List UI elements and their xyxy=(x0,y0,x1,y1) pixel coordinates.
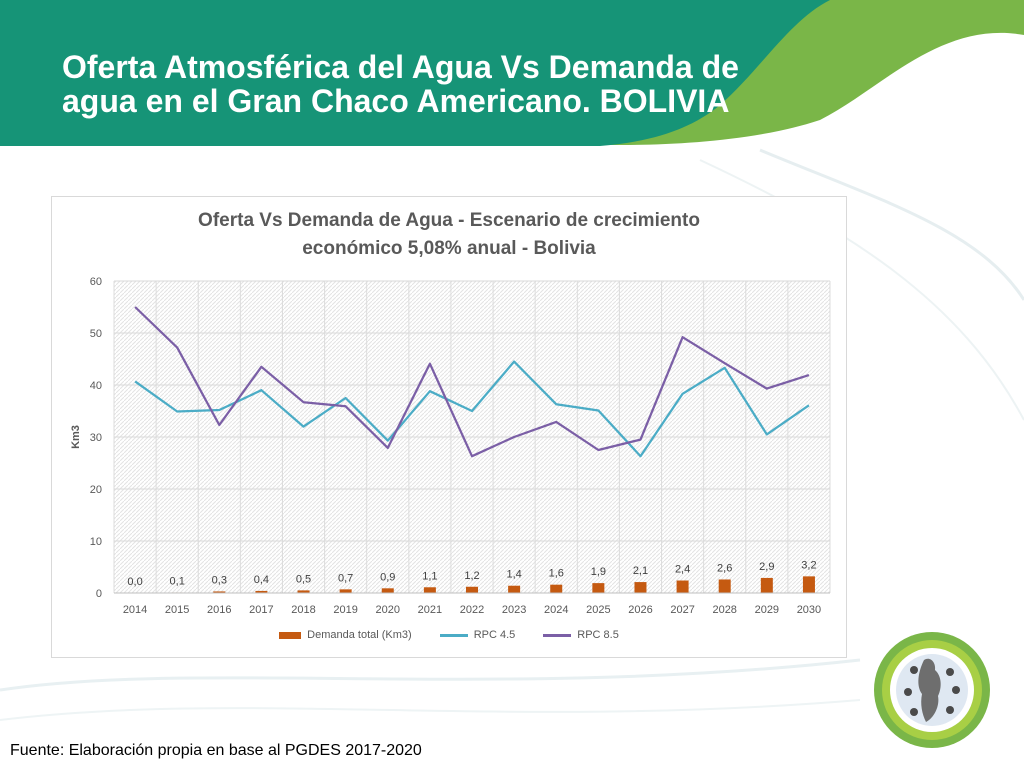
demand-bar xyxy=(718,579,731,593)
x-tick-label: 2030 xyxy=(797,604,821,616)
rpc85-line xyxy=(134,306,810,458)
demand-bar xyxy=(592,583,605,593)
demand-data-label: 0,1 xyxy=(170,575,185,587)
x-tick-label: 2027 xyxy=(670,604,694,616)
source-footer: Fuente: Elaboración propia en base al PG… xyxy=(10,742,422,759)
demand-data-label: 2,9 xyxy=(759,561,774,573)
y-tick-label: 10 xyxy=(90,536,102,548)
legend-swatch-rpc45 xyxy=(439,633,468,637)
x-tick-label: 2029 xyxy=(755,604,779,616)
demand-bar xyxy=(339,589,352,593)
demand-bar xyxy=(634,582,647,593)
decorative-wave xyxy=(0,699,861,721)
demand-data-label: 2,6 xyxy=(717,562,732,574)
x-tick-label: 2020 xyxy=(376,604,400,616)
legend-swatch-rpc85 xyxy=(543,633,572,637)
legend-label-rpc85: RPC 8.5 xyxy=(577,629,619,641)
y-axis-label: Km3 xyxy=(70,425,82,449)
legend-item-rpc85[interactable]: RPC 8.5 xyxy=(543,629,619,641)
chart-legend: Demanda total (Km3) RPC 4.5 RPC 8.5 xyxy=(52,629,846,641)
demand-data-label: 1,4 xyxy=(506,569,521,581)
chart-svg: 0,0 0,1 0,3 0,4 0,5 0,7 0,9 1,1 1,2 1,4 1,6 1,9 2,1 2… xyxy=(70,276,831,616)
demand-bar xyxy=(466,586,478,593)
demand-bar xyxy=(423,587,436,593)
x-tick-label: 2024 xyxy=(544,604,568,616)
x-tick-label: 2017 xyxy=(249,604,273,616)
chart-card: 0,0 0,1 0,3 0,4 0,5 0,7 0,9 1,1 1,2 1,4 1,6 1,9 2,1 2… xyxy=(51,196,847,658)
demand-bar xyxy=(255,590,268,593)
decorative-wave xyxy=(759,148,1024,301)
demand-bar xyxy=(213,591,226,593)
x-tick-label: 2023 xyxy=(502,604,526,616)
header-teal-band xyxy=(0,0,830,146)
legend-swatch-demand xyxy=(279,631,302,639)
demand-data-label: 1,2 xyxy=(464,570,479,582)
x-tick-label: 2026 xyxy=(628,604,652,616)
decorative-wave xyxy=(0,658,861,692)
y-tick-label: 0 xyxy=(96,588,102,600)
x-tick-label: 2022 xyxy=(460,604,484,616)
x-tick-label: 2021 xyxy=(418,604,442,616)
demand-bar xyxy=(297,590,310,593)
demand-bar xyxy=(381,588,394,593)
legend-item-demand[interactable]: Demanda total (Km3) xyxy=(279,629,412,641)
demand-data-label: 1,6 xyxy=(549,568,564,580)
demand-data-label: 0,5 xyxy=(296,573,311,585)
y-tick-label: 50 xyxy=(90,328,102,340)
y-tick-label: 60 xyxy=(90,276,102,288)
chart-title-line2: económico 5,08% anual - Bolivia xyxy=(302,238,596,259)
slide-title: Oferta Atmosférica del Agua Vs Demanda d… xyxy=(62,50,762,118)
legend-label-demand: Demanda total (Km3) xyxy=(307,629,412,641)
legend-item-rpc45[interactable]: RPC 4.5 xyxy=(439,629,516,641)
rpc45-line xyxy=(134,360,810,458)
y-tick-label: 20 xyxy=(90,484,102,496)
slide-title-line2: agua en el Gran Chaco Americano. BOLIVIA xyxy=(62,83,730,119)
demand-data-label: 0,9 xyxy=(380,571,395,583)
demand-bar xyxy=(802,576,815,593)
slide-title-line1: Oferta Atmosférica del Agua Vs Demanda d… xyxy=(62,49,739,85)
x-tick-label: 2028 xyxy=(712,604,736,616)
y-tick-label: 30 xyxy=(90,432,102,444)
x-tick-label: 2018 xyxy=(291,604,315,616)
chart-title: Oferta Vs Demanda de Agua - Escenario de… xyxy=(52,207,846,263)
demand-data-label: 2,1 xyxy=(633,565,648,577)
demand-bar xyxy=(550,584,563,593)
demand-bar xyxy=(760,577,773,593)
organization-logo xyxy=(874,632,990,748)
demand-bar xyxy=(676,580,689,593)
demand-data-label: 3,2 xyxy=(801,559,816,571)
x-tick-label: 2014 xyxy=(123,604,147,616)
legend-label-rpc45: RPC 4.5 xyxy=(473,629,516,641)
decorative-wave xyxy=(699,159,1024,421)
y-tick-label: 40 xyxy=(90,380,102,392)
demand-data-label: 1,1 xyxy=(422,570,437,582)
demand-data-label: 0,0 xyxy=(127,576,142,588)
demand-bar xyxy=(508,585,521,593)
chart-title-line1: Oferta Vs Demanda de Agua - Escenario de… xyxy=(198,210,700,231)
demand-data-label: 0,3 xyxy=(212,574,227,586)
x-tick-label: 2015 xyxy=(165,604,189,616)
x-tick-label: 2019 xyxy=(333,604,357,616)
x-tick-label: 2016 xyxy=(207,604,231,616)
demand-data-label: 0,7 xyxy=(338,572,353,584)
demand-data-label: 0,4 xyxy=(254,574,269,586)
demand-data-label: 2,4 xyxy=(675,564,690,576)
demand-data-label: 1,9 xyxy=(591,566,606,578)
x-tick-label: 2025 xyxy=(586,604,610,616)
